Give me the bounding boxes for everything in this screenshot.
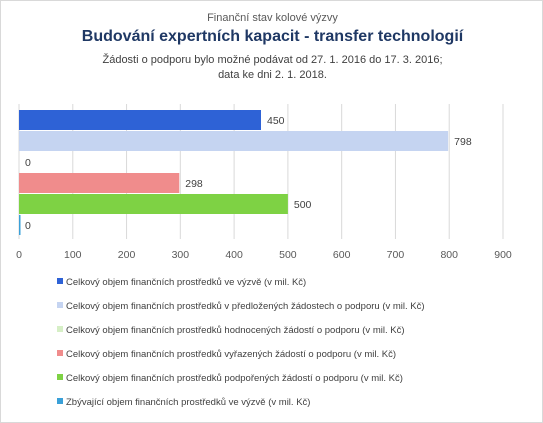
legend-swatch [57,278,63,284]
bar-series-2 [19,131,449,151]
bar-series-6 [19,215,21,235]
legend: Celkový objem finančních prostředků ve v… [57,271,537,415]
legend-item-1: Celkový objem finančních prostředků ve v… [57,271,537,295]
chart-title: Budování expertních kapacit - transfer t… [81,28,464,45]
bar-series-1 [19,110,261,130]
x-tick-label: 0 [16,249,22,261]
data-label-series-6: 0 [25,220,31,232]
legend-item-2: Celkový objem finančních prostředků v př… [57,295,537,319]
chart-subtitle-line-1: Žádosti o podporu bylo možné podávat od … [102,54,443,66]
data-label-series-5: 500 [294,199,312,211]
data-label-series-2: 798 [454,136,472,148]
legend-label: Celkový objem finančních prostředků hodn… [66,325,405,336]
x-tick-label: 400 [225,249,243,261]
data-label-series-4: 298 [185,178,203,190]
legend-swatch [57,398,63,404]
bar-series-5 [19,194,288,214]
chart-supertitle: Finanční stav kolové výzvy [207,12,338,24]
legend-item-3: Celkový objem finančních prostředků hodn… [57,319,537,343]
chart-subtitle-line-2: data ke dni 2. 1. 2018. [218,69,327,81]
x-tick-label: 200 [118,249,136,261]
legend-swatch [57,326,63,332]
bar-series-4 [19,173,180,193]
data-labels: 450 798 0 298 500 0 [25,115,472,232]
x-tick-label: 500 [279,249,297,261]
x-tick-label: 100 [64,249,82,261]
bars [19,110,449,235]
x-tick-label: 800 [440,249,458,261]
legend-label: Celkový objem finančních prostředků v př… [66,301,425,312]
data-label-series-1: 450 [267,115,285,127]
x-tick-label: 700 [387,249,405,261]
legend-label: Celkový objem finančních prostředků vyřa… [66,349,397,360]
legend-swatch [57,302,63,308]
legend-label: Zbývající objem finančních prostředků ve… [66,397,311,408]
legend-swatch [57,374,63,380]
legend-label: Celkový objem finančních prostředků podp… [66,373,403,384]
x-tick-label: 600 [333,249,351,261]
legend-swatch [57,350,63,356]
chart-subtitle: Žádosti o podporu bylo možné podávat od … [1,53,543,83]
legend-item-5: Celkový objem finančních prostředků podp… [57,367,537,391]
x-tick-labels: 0 100 200 300 400 500 600 700 800 900 [16,249,512,261]
data-label-series-3: 0 [25,157,31,169]
bar-plot: 450 798 0 298 500 0 0 100 200 300 400 500 600 700 800… [16,104,512,261]
legend-label: Celkový objem finančních prostředků ve v… [66,277,307,288]
x-tick-label: 900 [494,249,512,261]
legend-item-6: Zbývající objem finančních prostředků ve… [57,391,537,415]
x-tick-label: 300 [172,249,190,261]
legend-item-4: Celkový objem finančních prostředků vyřa… [57,343,537,367]
